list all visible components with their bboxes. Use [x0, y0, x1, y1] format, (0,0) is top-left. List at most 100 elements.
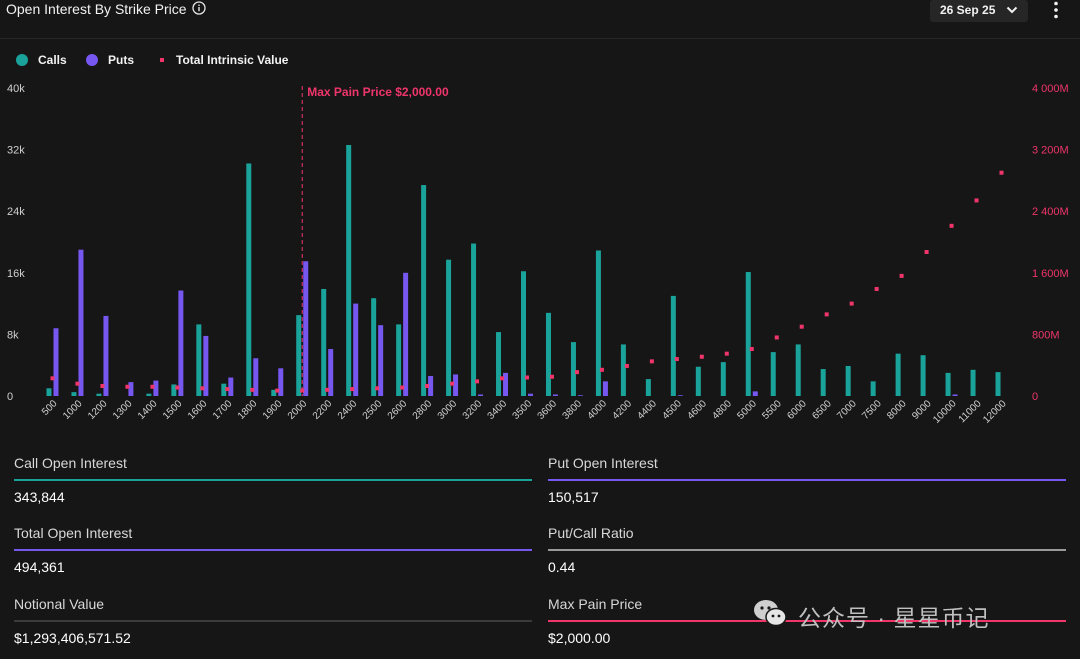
legend-label-calls: Calls	[38, 53, 67, 67]
call-bar	[321, 288, 327, 396]
intrinsic-point	[749, 347, 754, 352]
stat-put-open-interest: Put Open Interest 150,517	[548, 455, 1066, 517]
put-bar	[53, 328, 59, 396]
call-bar	[620, 344, 626, 396]
x-tick-label-4200: 4200	[611, 398, 635, 422]
intrinsic-point	[125, 384, 130, 389]
y2-tick-label: 800M	[1032, 329, 1060, 341]
intrinsic-point	[599, 367, 604, 372]
x-tick-label-3800: 3800	[561, 398, 585, 422]
call-bar	[870, 381, 876, 396]
intrinsic-point	[949, 223, 954, 228]
x-tick-label-2600: 2600	[386, 398, 410, 422]
x-tick-label-3400: 3400	[486, 398, 510, 422]
put-bar	[577, 395, 583, 396]
intrinsic-point	[724, 351, 729, 356]
stat-underline	[14, 549, 532, 551]
intrinsic-point	[799, 324, 804, 329]
intrinsic-point	[275, 388, 280, 393]
intrinsic-point	[100, 383, 105, 388]
stat-label: Total Open Interest	[14, 525, 133, 541]
call-bar	[595, 250, 601, 396]
stat-underline	[548, 549, 1066, 551]
x-tick-label-11000: 11000	[957, 398, 984, 425]
x-tick-label-8000: 8000	[885, 398, 909, 422]
y-tick-label: 24k	[7, 206, 25, 218]
x-tick-label-500: 500	[40, 398, 60, 418]
x-tick-label-7000: 7000	[835, 398, 859, 422]
call-bar	[720, 362, 726, 396]
x-tick-label-4400: 4400	[635, 398, 659, 422]
y2-tick-label: 1 600M	[1032, 268, 1069, 280]
x-tick-label-2500: 2500	[361, 398, 385, 422]
call-bar	[645, 379, 651, 396]
intrinsic-point	[999, 170, 1004, 175]
y2-tick-label: 4 000M	[1032, 83, 1069, 95]
stat-value: 494,361	[14, 559, 65, 575]
put-bar	[253, 358, 259, 396]
x-tick-label-10000: 10000	[931, 398, 959, 426]
call-bar	[920, 355, 926, 396]
stat-underline	[14, 479, 532, 481]
call-bar	[396, 324, 402, 396]
x-tick-label-1300: 1300	[111, 398, 135, 422]
stat-label: Put Open Interest	[548, 455, 658, 471]
x-tick-label-4600: 4600	[685, 398, 709, 422]
put-bar	[952, 394, 958, 396]
put-bar	[128, 382, 134, 396]
put-bar	[478, 394, 484, 396]
intrinsic-point	[450, 381, 455, 386]
put-bar	[78, 249, 84, 396]
expiry-select[interactable]: 26 Sep 25	[930, 0, 1028, 22]
watermark-text: 公众号 · 星星币记	[798, 605, 990, 631]
intrinsic-point	[699, 354, 704, 359]
more-vertical-icon[interactable]	[1046, 0, 1066, 20]
call-bar	[695, 366, 701, 396]
y2-tick-label: 3 200M	[1032, 145, 1069, 157]
put-bar	[453, 374, 459, 396]
x-tick-label-6000: 6000	[785, 398, 809, 422]
calls-dot-icon	[16, 54, 28, 66]
x-tick-label-3000: 3000	[436, 398, 460, 422]
stat-value: 0.44	[548, 559, 576, 575]
call-bar	[246, 163, 252, 396]
stat-underline	[548, 479, 1066, 481]
intrinsic-point	[300, 388, 305, 393]
x-tick-label-1600: 1600	[186, 398, 210, 422]
intrinsic-point	[924, 250, 929, 255]
put-bar	[353, 303, 359, 396]
intrinsic-point	[225, 387, 230, 392]
x-tick-label-2000: 2000	[286, 398, 310, 422]
info-circle-icon[interactable]	[192, 1, 206, 15]
call-bar	[96, 393, 102, 396]
call-bar	[545, 312, 551, 396]
call-bar	[795, 344, 801, 396]
intrinsic-point	[674, 357, 679, 362]
x-tick-label-1500: 1500	[161, 398, 185, 422]
intrinsic-point	[525, 375, 529, 380]
stat-value: $1,293,406,571.52	[14, 630, 131, 646]
put-bar	[203, 335, 209, 396]
call-bar	[521, 271, 526, 396]
intrinsic-point	[549, 374, 554, 379]
x-tick-label-5500: 5500	[760, 398, 784, 422]
puts-dot-icon	[86, 54, 98, 66]
intrinsic-point	[475, 379, 480, 384]
call-bar	[371, 298, 377, 396]
stat-underline	[548, 620, 1066, 622]
intrinsic-point	[325, 387, 330, 392]
page-title: Open Interest By Strike Price	[6, 1, 187, 17]
stat-notional-value: Notional Value $1,293,406,571.52	[14, 596, 532, 658]
call-bar	[820, 369, 826, 396]
put-bar	[328, 349, 334, 396]
call-bar	[745, 272, 751, 396]
put-bar	[303, 261, 309, 396]
intrinsic-point	[899, 273, 904, 278]
stat-label: Max Pain Price	[548, 596, 643, 612]
put-bar	[178, 290, 184, 396]
call-bar	[446, 259, 452, 396]
call-bar	[995, 372, 1001, 396]
x-tick-label-1200: 1200	[86, 398, 110, 422]
x-tick-label-12000: 12000	[981, 398, 1009, 426]
legend-label-puts: Puts	[108, 53, 135, 67]
